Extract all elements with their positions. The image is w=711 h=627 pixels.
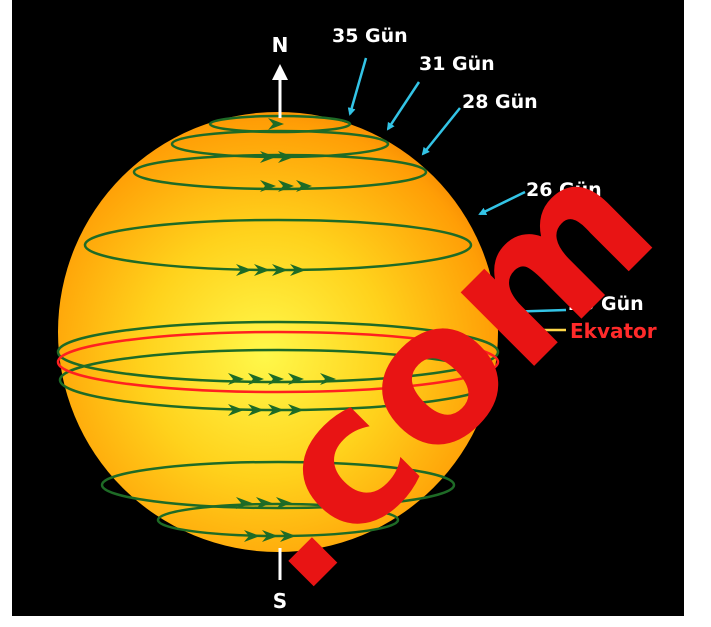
arrow-chevron bbox=[254, 264, 270, 276]
arrow-chevron bbox=[278, 151, 294, 163]
flow-line-lat-2 bbox=[170, 129, 390, 159]
flow-line-lat-3 bbox=[132, 153, 428, 191]
arrow-chevron bbox=[296, 180, 312, 192]
arrow-chevron bbox=[228, 404, 244, 416]
arrow-chevron bbox=[268, 404, 284, 416]
arrow-chevron bbox=[268, 118, 284, 130]
north-pole-label: N bbox=[272, 33, 289, 57]
arrow-chevron bbox=[260, 180, 276, 192]
arrow-chevron bbox=[236, 497, 252, 509]
rotation-arrows bbox=[228, 118, 336, 542]
arrow-chevron bbox=[288, 373, 304, 385]
arrow-chevron bbox=[278, 180, 294, 192]
period-label-26: 26 Gün bbox=[526, 179, 602, 201]
arrow-chevron bbox=[290, 264, 306, 276]
arrow-chevron bbox=[248, 373, 264, 385]
callout-arrow-31 bbox=[386, 81, 421, 131]
period-label-31: 31 Gün bbox=[419, 53, 495, 75]
callout-arrow-26 bbox=[478, 190, 526, 216]
callout-arrow-35 bbox=[347, 57, 368, 116]
arrow-chevron bbox=[262, 530, 278, 542]
arrow-chevron bbox=[268, 373, 284, 385]
rotation-axis bbox=[272, 64, 288, 580]
arrow-chevron bbox=[320, 373, 336, 385]
south-pole-label: S bbox=[273, 589, 287, 613]
period-labels: 35 Gün 31 Gün 28 Gün 26 Gün 25 Gün bbox=[332, 25, 644, 315]
north-arrow-head bbox=[272, 64, 288, 80]
arrow-chevron bbox=[272, 264, 288, 276]
callout-arrow-28 bbox=[421, 107, 461, 156]
equator-line bbox=[56, 330, 500, 394]
arrow-chevron bbox=[236, 264, 252, 276]
period-label-28: 28 Gün bbox=[462, 91, 538, 113]
arrow-chevron bbox=[244, 530, 260, 542]
callout-arrow-25 bbox=[502, 307, 567, 316]
arrow-chevron bbox=[276, 497, 292, 509]
arrow-chevron bbox=[256, 497, 272, 509]
arrow-chevron bbox=[288, 404, 304, 416]
flow-line-lat-5 bbox=[56, 320, 500, 384]
arrow-chevron bbox=[260, 151, 276, 163]
arrow-chevron bbox=[280, 530, 296, 542]
period-label-25: 25 Gün bbox=[568, 293, 644, 315]
period-callout-arrows bbox=[347, 57, 567, 316]
equator-label: Ekvator bbox=[570, 319, 657, 343]
period-label-35: 35 Gün bbox=[332, 25, 408, 47]
arrow-chevron bbox=[248, 404, 264, 416]
arrow-chevron bbox=[228, 373, 244, 385]
